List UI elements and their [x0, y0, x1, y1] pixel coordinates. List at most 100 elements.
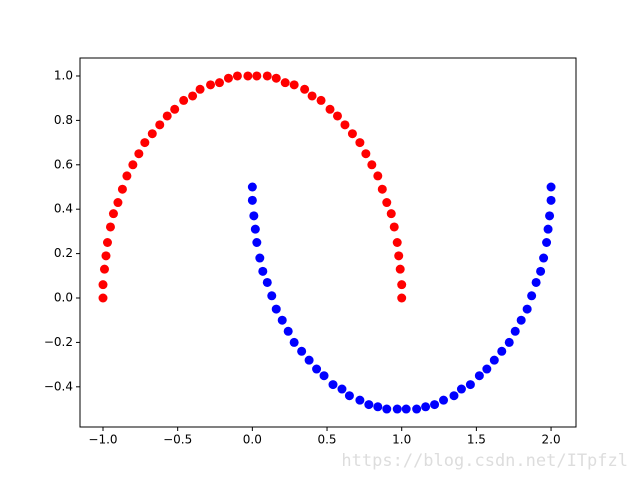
point — [179, 95, 189, 105]
point — [247, 182, 257, 192]
y-tick-label: 0.8 — [54, 113, 73, 127]
point — [195, 84, 205, 94]
point — [421, 402, 431, 412]
point — [386, 209, 396, 219]
point — [267, 291, 277, 301]
point — [474, 371, 484, 381]
point — [271, 73, 281, 83]
point — [247, 195, 257, 205]
plot-frame — [79, 57, 577, 428]
point — [546, 195, 556, 205]
point — [99, 264, 109, 274]
point — [277, 315, 287, 325]
point — [134, 149, 144, 159]
point — [392, 238, 402, 247]
y-tick-label: 0.4 — [54, 202, 73, 216]
point — [297, 346, 307, 356]
point — [98, 280, 108, 290]
point — [289, 337, 299, 347]
point — [325, 104, 335, 114]
point — [307, 91, 317, 101]
point — [430, 400, 440, 410]
point — [527, 291, 537, 301]
point — [367, 160, 377, 170]
point — [504, 337, 514, 347]
point — [223, 73, 233, 83]
point — [249, 211, 259, 221]
point — [344, 391, 354, 401]
point — [113, 198, 123, 208]
point — [102, 238, 112, 247]
x-tick-label: 0.0 — [243, 433, 262, 447]
point — [262, 277, 272, 287]
point — [328, 380, 338, 390]
point — [394, 251, 404, 261]
point — [364, 400, 374, 410]
point — [539, 253, 549, 263]
point — [243, 71, 253, 81]
point — [140, 138, 150, 148]
x-tick-label: −1.0 — [88, 433, 117, 447]
point — [397, 293, 407, 303]
point — [162, 111, 172, 121]
point — [289, 80, 299, 90]
point — [170, 104, 180, 114]
point — [312, 364, 322, 374]
point — [340, 120, 350, 130]
point — [252, 238, 262, 247]
point — [397, 280, 407, 290]
point — [482, 364, 492, 374]
point — [377, 184, 387, 194]
point — [497, 346, 507, 356]
y-tick-label: 0.2 — [54, 246, 73, 260]
point — [542, 238, 552, 247]
y-tick-label: 1.0 — [54, 68, 73, 82]
point — [300, 84, 310, 94]
point — [280, 78, 290, 88]
point — [545, 211, 555, 221]
point — [347, 129, 357, 139]
point — [465, 380, 475, 390]
point — [456, 384, 466, 394]
point — [98, 293, 108, 303]
point — [361, 149, 371, 159]
point — [250, 224, 260, 234]
point — [355, 395, 365, 405]
point — [214, 78, 224, 88]
point — [373, 171, 383, 181]
point — [546, 182, 556, 192]
point — [206, 80, 216, 90]
point — [337, 384, 347, 394]
point — [255, 253, 265, 263]
point — [283, 326, 293, 336]
point — [389, 222, 399, 232]
point — [489, 355, 499, 365]
watermark: https://blog.csdn.net/ITpfzl — [341, 451, 628, 471]
point — [395, 264, 405, 274]
point — [531, 277, 541, 287]
point — [516, 315, 526, 325]
x-tick-label: 0.5 — [317, 433, 336, 447]
point — [382, 404, 392, 414]
y-tick-label: 0.6 — [54, 157, 73, 171]
point — [319, 371, 329, 381]
x-tick-label: 1.5 — [467, 433, 486, 447]
point — [271, 304, 281, 314]
point — [449, 391, 459, 401]
point — [316, 95, 326, 105]
y-tick-label: −0.2 — [44, 335, 73, 349]
point — [128, 160, 138, 170]
point — [147, 129, 157, 139]
x-tick-label: 2.0 — [542, 433, 561, 447]
point — [332, 111, 342, 121]
point — [188, 91, 198, 101]
point — [232, 71, 242, 81]
point — [543, 224, 553, 234]
x-tick-label: 1.0 — [392, 433, 411, 447]
point — [355, 138, 365, 148]
point — [258, 266, 268, 276]
point — [117, 184, 127, 194]
point — [412, 404, 422, 414]
point — [439, 395, 449, 405]
point — [262, 71, 272, 81]
